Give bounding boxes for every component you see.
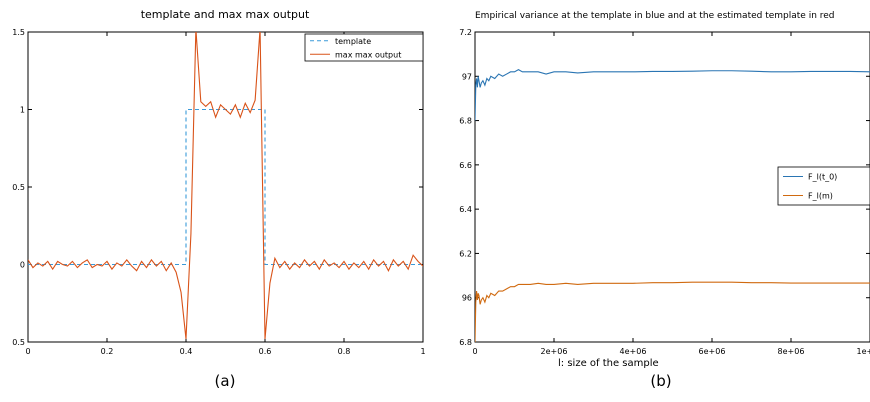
y-tick-label: 0 <box>20 261 25 270</box>
x-tick-label: 0.4 <box>180 347 193 356</box>
x-tick-label: 0.6 <box>259 347 272 356</box>
y-tick-label: 6.2 <box>459 249 472 258</box>
x-tick-label: 2e+06 <box>541 347 568 356</box>
y-tick-label: 6.8 <box>459 338 472 347</box>
series-line-f-l-t-0- <box>475 69 870 121</box>
legend-label: F_l(t_0) <box>808 173 837 182</box>
y-tick-label: 97 <box>462 72 472 81</box>
y-tick-label: 7.2 <box>459 28 472 37</box>
x-tick-label: 4e+06 <box>620 347 647 356</box>
series-line-template <box>28 108 423 266</box>
y-tick-label: 1 <box>20 106 25 115</box>
y-tick-label: 1.5 <box>12 28 25 37</box>
legend-box <box>304 33 424 62</box>
x-tick-label: 1 <box>420 347 425 356</box>
y-tick-label: 96 <box>462 294 472 303</box>
x-tick-label: 6e+06 <box>699 347 726 356</box>
y-tick-label: 6.6 <box>459 161 472 170</box>
y-tick-label: 6.4 <box>459 205 472 214</box>
x-tick-label: 0.2 <box>101 347 114 356</box>
x-tick-label: 0 <box>472 347 477 356</box>
chart-1: template and max max output 0 0.2 0.4 0.6 0.8… <box>12 8 425 390</box>
legend-label: F_l(m) <box>808 192 833 201</box>
plot-frame <box>27 31 424 343</box>
chart-2: Empirical variance at the template in bl… <box>459 11 870 390</box>
x-tick-label: 1e+07 <box>857 347 870 356</box>
x-axis-label: l: size of the sample <box>558 358 659 369</box>
chart-title: Empirical variance at the template in bl… <box>475 11 835 21</box>
x-tick-label: 8e+06 <box>778 347 805 356</box>
legend-label: max max output <box>335 50 401 59</box>
plot-frame <box>474 31 870 343</box>
subfigure-caption: (b) <box>650 372 671 390</box>
x-tick-label: 0.8 <box>338 347 351 356</box>
legend: F_l(t_0) F_l(m) <box>777 166 870 206</box>
y-tick-label: 6.8 <box>459 117 472 126</box>
legend-label: template <box>335 37 371 46</box>
subfigure-caption: (a) <box>215 372 236 390</box>
y-tick-label: 0.5 <box>12 338 25 347</box>
x-tick-label: 0 <box>25 347 30 356</box>
y-tick-label: 0.5 <box>12 183 25 192</box>
series-line-max-max-output <box>28 32 423 339</box>
chart-title: template and max max output <box>141 8 310 21</box>
legend: template max max output <box>304 33 424 62</box>
series-line-f-l-m- <box>475 281 870 342</box>
legend-box <box>777 166 870 206</box>
